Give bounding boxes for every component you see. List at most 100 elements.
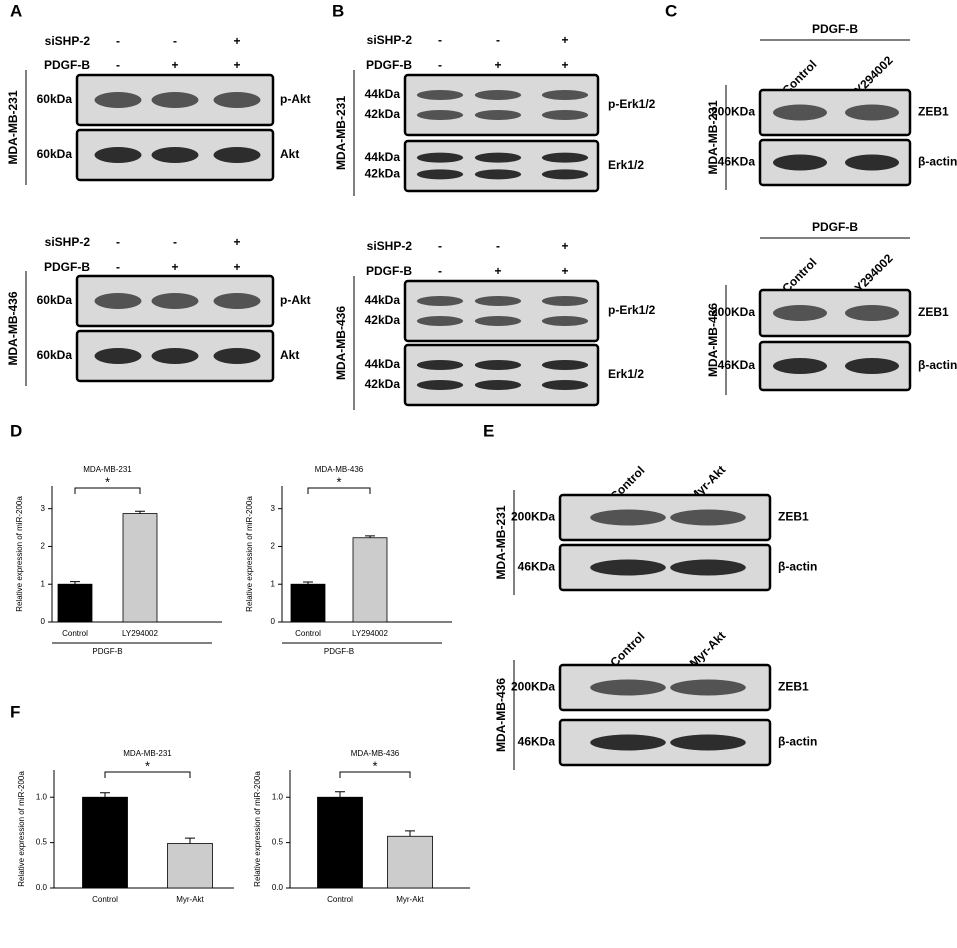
- treatment-label: PDGF-B: [812, 220, 858, 234]
- cell-line-label: MDA-MB-436: [334, 306, 348, 380]
- condition-label: siSHP-2: [45, 235, 91, 249]
- error-bar: [405, 830, 415, 837]
- band: [541, 152, 589, 163]
- condition-sign: +: [561, 264, 568, 278]
- x-tick-label: Control: [62, 629, 88, 638]
- panel-label: E: [483, 421, 494, 440]
- cell-line-label: MDA-MB-231: [494, 505, 508, 579]
- x-tick-label: Control: [327, 895, 353, 904]
- kda-label: 44kDa: [365, 150, 401, 164]
- condition-sign: +: [233, 58, 240, 72]
- protein-label: p-Erk1/2: [608, 97, 656, 111]
- band: [590, 509, 666, 526]
- band: [590, 559, 666, 576]
- protein-label: β-actin: [918, 358, 957, 372]
- band: [94, 348, 142, 364]
- condition-label: PDGF-B: [44, 260, 90, 274]
- protein-label: β-actin: [778, 560, 817, 574]
- error-bar: [335, 791, 345, 798]
- blot-box: [403, 73, 600, 137]
- kda-label: 42kDa: [365, 313, 401, 327]
- kda-label: 44kDa: [365, 87, 401, 101]
- protein-label: ZEB1: [918, 305, 949, 319]
- protein-label: p-Akt: [280, 293, 311, 307]
- band: [541, 316, 589, 326]
- band: [94, 147, 142, 163]
- kda-label: 60kDa: [37, 348, 73, 362]
- y-tick-label: 3: [41, 504, 46, 513]
- band: [474, 296, 522, 306]
- panel-label: A: [10, 1, 22, 20]
- protein-label: ZEB1: [778, 510, 809, 524]
- y-tick-label: 1.0: [272, 792, 284, 801]
- kda-label: 44kDa: [365, 293, 401, 307]
- band: [474, 152, 522, 163]
- cell-line-label: MDA-MB-436: [6, 291, 20, 365]
- y-tick-label: 1: [271, 579, 276, 588]
- y-axis-label: Relative expression of miR-200a: [245, 496, 254, 612]
- y-tick-label: 2: [41, 542, 46, 551]
- condition-sign: -: [438, 264, 442, 278]
- band: [151, 147, 199, 163]
- y-tick-label: 0.0: [272, 883, 284, 892]
- chart-title: MDA-MB-436: [351, 749, 400, 758]
- condition-sign: -: [496, 33, 500, 47]
- condition-sign: -: [438, 58, 442, 72]
- y-tick-label: 0.5: [36, 838, 48, 847]
- band: [213, 147, 261, 163]
- y-tick-label: 3: [271, 504, 276, 513]
- significance-bracket: [339, 771, 411, 778]
- significance-label: *: [372, 758, 377, 773]
- protein-label: ZEB1: [778, 680, 809, 694]
- condition-sign: -: [116, 260, 120, 274]
- condition-label: PDGF-B: [366, 58, 412, 72]
- y-tick-label: 1.0: [36, 792, 48, 801]
- kda-label: 46KDa: [718, 155, 756, 169]
- condition-sign: -: [173, 34, 177, 48]
- condition-sign: -: [116, 34, 120, 48]
- kda-label: 60kDa: [37, 92, 73, 106]
- protein-label: Erk1/2: [608, 367, 644, 381]
- condition-label: siSHP-2: [45, 34, 91, 48]
- condition-sign: +: [561, 239, 568, 253]
- kda-label: 46KDa: [518, 735, 556, 749]
- condition-label: siSHP-2: [367, 33, 413, 47]
- protein-label: Akt: [280, 147, 299, 161]
- significance-label: *: [336, 474, 341, 489]
- group-label: PDGF-B: [92, 647, 122, 656]
- condition-sign: -: [116, 235, 120, 249]
- kda-label: 60kDa: [37, 293, 73, 307]
- error-bar: [100, 792, 110, 798]
- band: [773, 154, 827, 171]
- bar: [167, 843, 213, 889]
- x-tick-label: LY294002: [122, 629, 158, 638]
- condition-sign: +: [171, 58, 178, 72]
- band: [416, 316, 464, 326]
- error-bar: [185, 837, 195, 844]
- condition-sign: +: [233, 34, 240, 48]
- y-axis-label: Relative expression of miR-200a: [17, 771, 26, 887]
- blot-box: [403, 139, 600, 193]
- band: [213, 92, 261, 108]
- band: [151, 348, 199, 364]
- band: [773, 305, 827, 321]
- protein-label: ZEB1: [918, 105, 949, 119]
- band: [213, 293, 261, 309]
- protein-label: β-actin: [778, 735, 817, 749]
- condition-label: PDGF-B: [44, 58, 90, 72]
- condition-sign: +: [494, 264, 501, 278]
- blot-box: [403, 279, 600, 343]
- band: [151, 92, 199, 108]
- condition-sign: +: [561, 33, 568, 47]
- band: [416, 380, 464, 390]
- band: [416, 360, 464, 370]
- band: [670, 509, 746, 526]
- significance-label: *: [145, 758, 150, 773]
- chart-title: MDA-MB-436: [315, 465, 364, 474]
- band: [845, 305, 899, 321]
- protein-label: p-Akt: [280, 92, 311, 106]
- bar: [352, 537, 388, 623]
- error-bar: [135, 510, 145, 514]
- y-tick-label: 2: [271, 542, 276, 551]
